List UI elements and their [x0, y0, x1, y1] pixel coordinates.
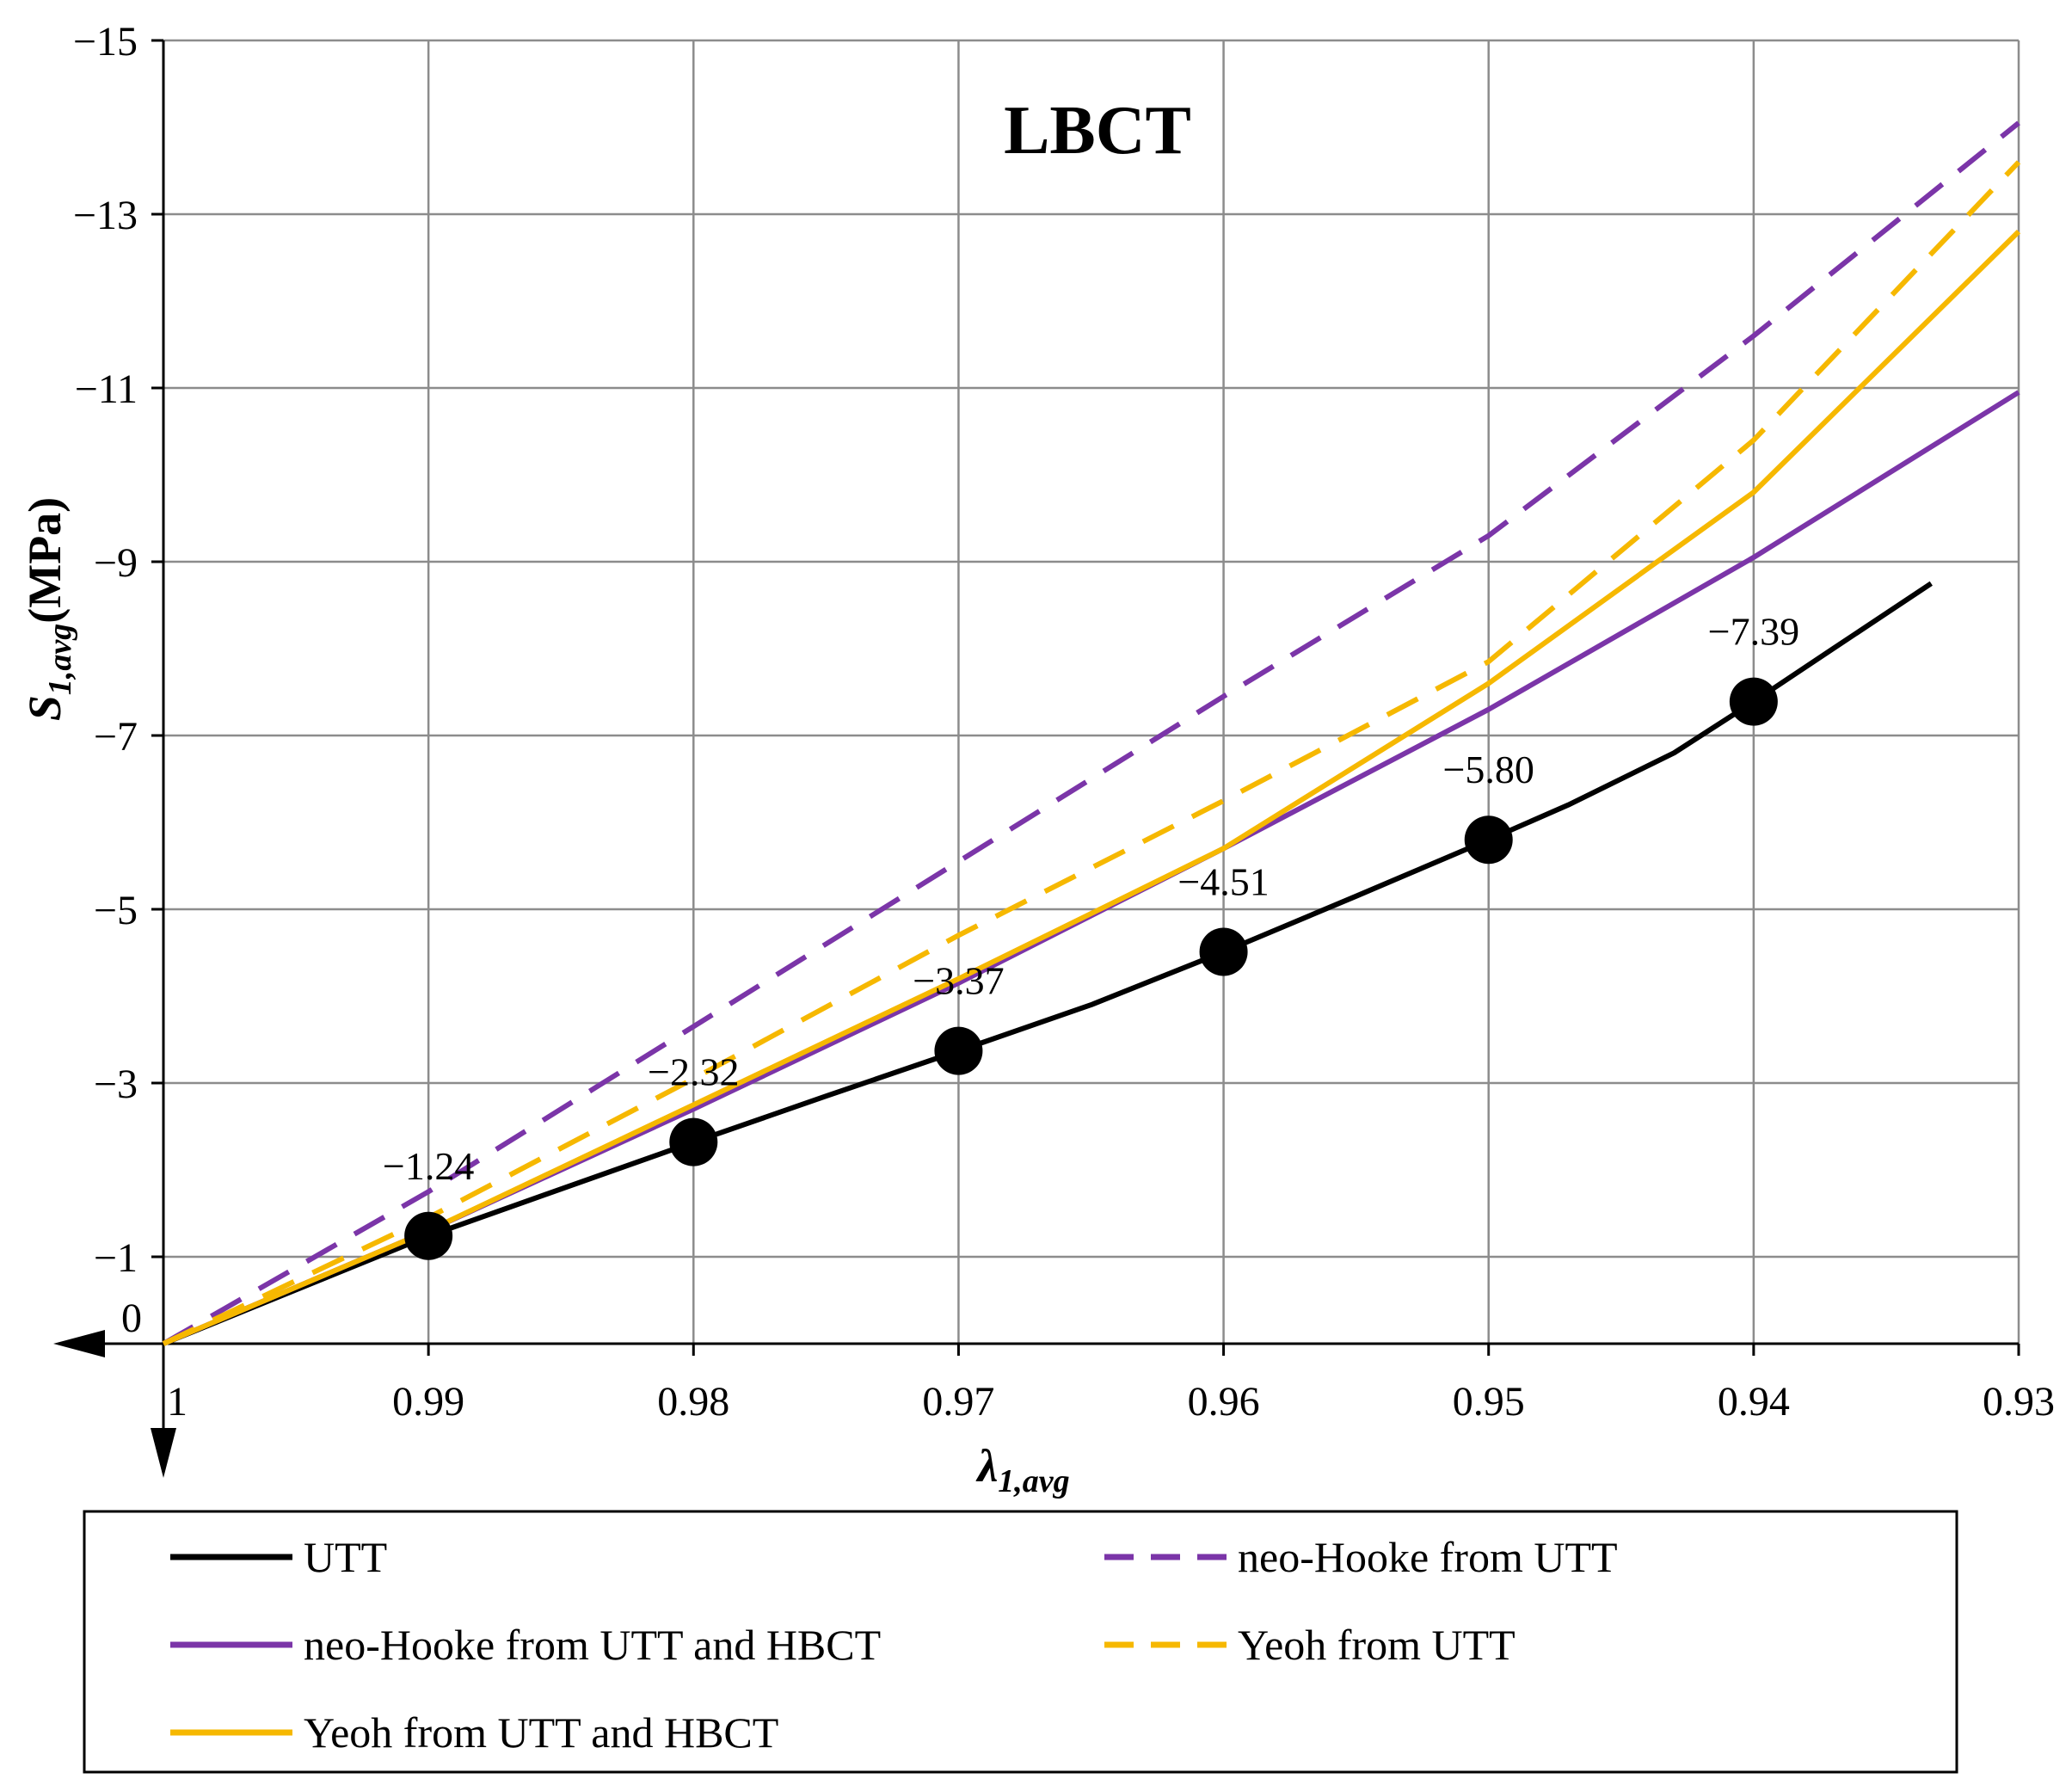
tick-labels: 1 0.99 0.98 0.97 0.96 0.95 0.94 0.93 0 −1 −3 −5 −7 −9…: [73, 19, 2055, 1425]
legend: UTT neo-Hooke from UTT neo-Hooke from UTT …: [83, 1510, 1958, 1774]
data-point-marker: [1199, 927, 1248, 976]
x-tick-label: 0.97: [922, 1379, 994, 1425]
y-tick-label: −13: [73, 193, 138, 238]
y-tick-label: −7: [94, 714, 138, 760]
data-point-marker: [404, 1211, 453, 1260]
x-axis-arrow: [53, 1330, 105, 1357]
x-tick-label: 0.98: [657, 1379, 729, 1425]
data-point-marker: [1464, 815, 1513, 865]
series-line: [162, 160, 2021, 1346]
data-label: −7.39: [1708, 610, 1799, 654]
data-label: −3.37: [913, 959, 1004, 1003]
x-axis-label: λ1,avg: [975, 1440, 1069, 1499]
data-point-marker: [669, 1117, 718, 1166]
legend-label: neo-Hooke from UTT and HBCT: [304, 1621, 881, 1669]
axes: [53, 39, 2020, 1478]
legend-label: neo-Hooke from UTT: [1238, 1533, 1618, 1581]
data-label: −1.24: [383, 1144, 474, 1188]
series-line: [162, 120, 2020, 1346]
x-tick-label: 0.93: [1983, 1379, 2055, 1425]
legend-box: [83, 1510, 1958, 1774]
data-label: −2.32: [648, 1050, 739, 1094]
data-point-marker: [934, 1026, 983, 1075]
series-line: [162, 230, 2021, 1346]
x-tick-label: 0.94: [1718, 1379, 1790, 1425]
chart-title: LBCT: [1004, 93, 1191, 169]
y-tick-label: −15: [73, 19, 138, 65]
x-tick-label: 0.95: [1453, 1379, 1525, 1425]
y-axis-label: S1,avg(MPa): [19, 497, 78, 721]
legend-label: UTT: [304, 1533, 387, 1581]
x-tick-label: 1: [167, 1379, 188, 1425]
legend-label: Yeoh from UTT: [1238, 1621, 1516, 1669]
data-label: −4.51: [1177, 859, 1269, 903]
y-tick-label: −3: [94, 1062, 138, 1107]
y-tick-label: −5: [94, 888, 138, 933]
x-tick-label: 0.99: [392, 1379, 464, 1425]
data-label: −5.80: [1442, 748, 1534, 791]
y-tick-label: 0: [121, 1296, 142, 1341]
y-axis-arrow: [151, 1428, 176, 1478]
series-line: [162, 390, 2020, 1346]
data-markers: −1.24 −2.32 −3.37 −4.51 −5.80 −7.39: [383, 610, 1799, 1260]
legend-label: Yeoh from UTT and HBCT: [304, 1708, 778, 1757]
data-point-marker: [1729, 677, 1778, 726]
y-tick-label: −9: [94, 540, 138, 586]
y-tick-label: −11: [75, 366, 138, 412]
y-tick-label: −1: [94, 1235, 138, 1281]
x-tick-label: 0.96: [1188, 1379, 1260, 1425]
